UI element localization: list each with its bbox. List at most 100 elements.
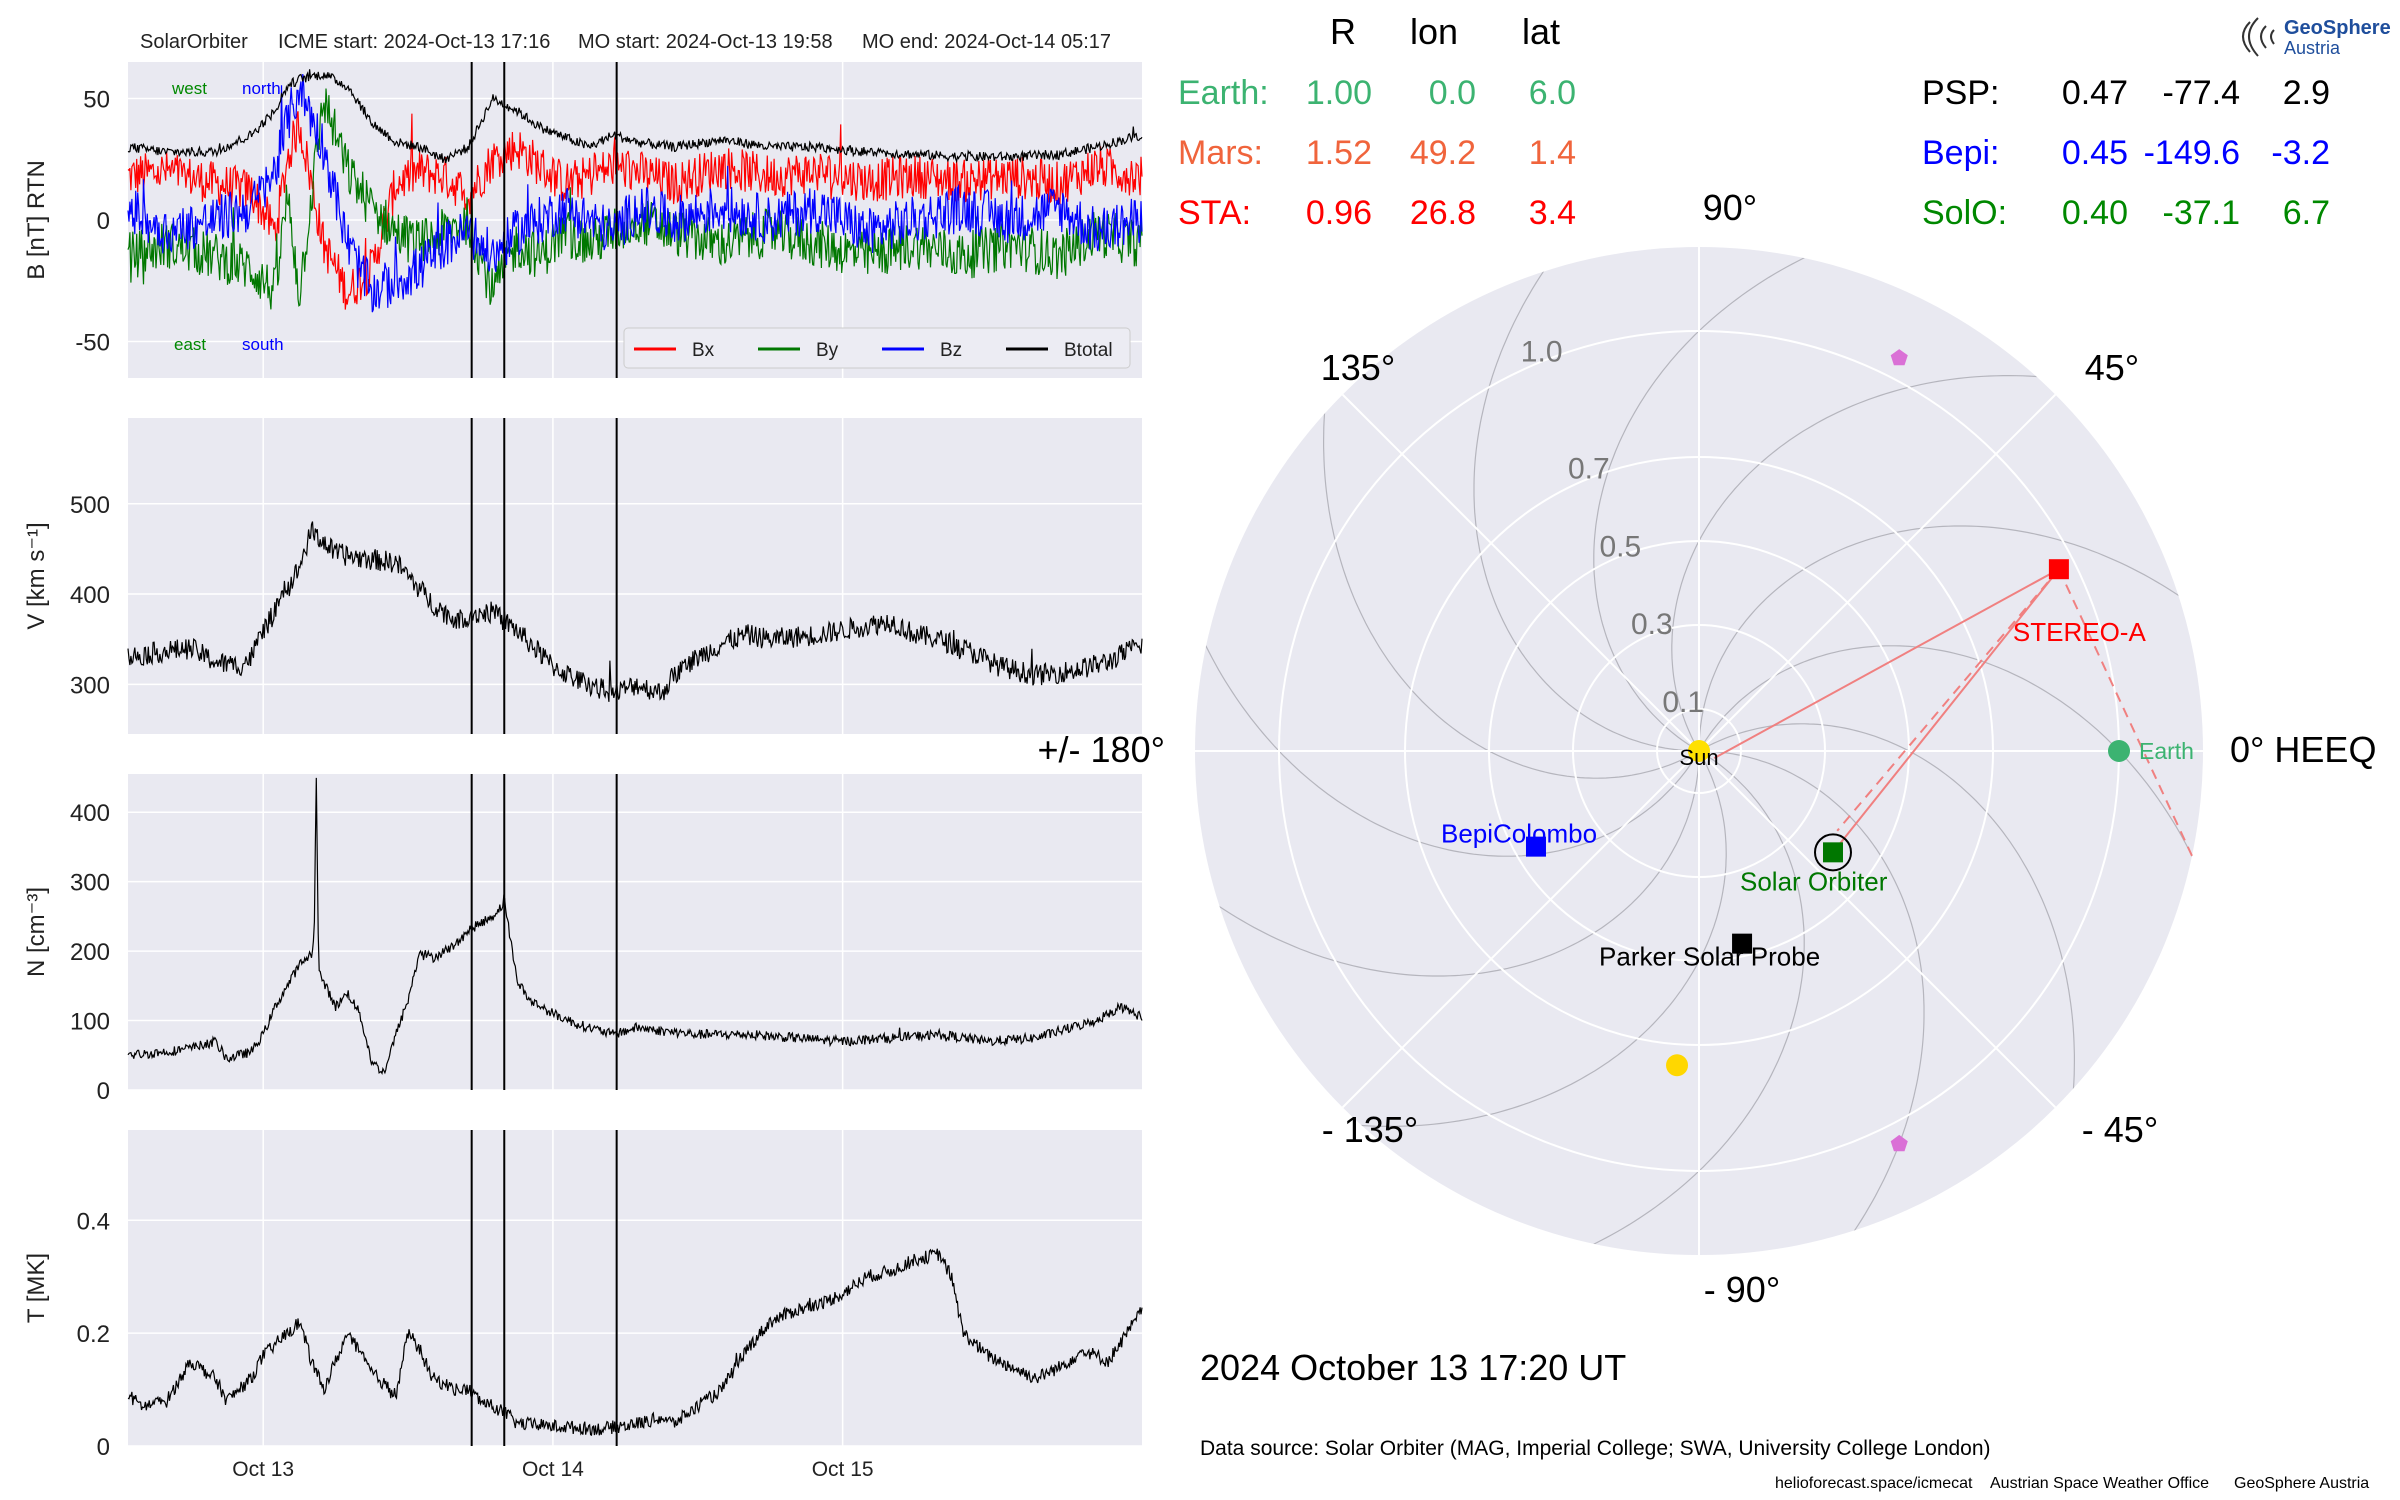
polar-grid-spoke (1341, 750, 1700, 1109)
table-lon: 26.8 (1410, 194, 1476, 232)
x-tick-label: Oct 15 (812, 1458, 874, 1481)
spacecraft-name: SolarOrbiter (140, 31, 248, 53)
stereo-a-view-dashed (1836, 568, 2060, 832)
annotation-north: north (242, 79, 281, 98)
series-line-Bx (127, 111, 1143, 310)
legend-label-bz: Bz (940, 340, 962, 361)
y-tick-label: 0 (97, 1078, 110, 1105)
label-stereo-a: STEREO-A (2013, 617, 2147, 647)
table-r: 0.45 (2062, 134, 2128, 172)
table-lat: 3.4 (1529, 194, 1576, 232)
parker-spiral-line (1569, 750, 1805, 1255)
parker-spiral-line (1323, 386, 1700, 779)
logo-text-line1: GeoSphere (2284, 17, 2391, 39)
parker-spiral-line (1195, 621, 1700, 857)
y-tick-label: 0.4 (77, 1208, 110, 1235)
radial-tick-label: 0.1 (1662, 686, 1704, 719)
parker-spiral-line (1698, 525, 2201, 751)
table-lat: 6.7 (2283, 194, 2330, 232)
y-axis-label: N [cm⁻³] (23, 887, 50, 977)
field-direction-annotations: west north east south (171, 79, 284, 354)
logo-mark-icon (2242, 17, 2275, 57)
header: SolarOrbiter ICME start: 2024-Oct-13 17:… (140, 31, 1111, 53)
table-name: Mars: (1178, 134, 1263, 172)
parker-spiral-line (1593, 247, 1829, 752)
series-line-density (127, 777, 1143, 1075)
table-lon: -37.1 (2163, 194, 2241, 232)
table-lon: -149.6 (2144, 134, 2240, 172)
parker-spiral-line (1197, 751, 1700, 977)
y-tick-label: 200 (70, 939, 110, 966)
annotation-west: west (171, 79, 207, 98)
table-name: Bepi: (1922, 134, 2000, 172)
x-tick-label: Oct 13 (232, 1458, 294, 1481)
data-source: Data source: Solar Orbiter (MAG, Imperia… (1200, 1437, 1991, 1460)
density-panel: 0 100 200 300 400 N [cm⁻³] (23, 774, 1143, 1105)
radial-tick-label: 0.5 (1599, 530, 1641, 563)
polar-grid-spoke (1698, 393, 2057, 752)
field-legend: Bx By Bz Btotal (623, 327, 1131, 369)
angle-label: 135° (1321, 347, 1395, 388)
legend-box (623, 327, 1131, 369)
table-lon: -77.4 (2163, 74, 2241, 112)
y-tick-label: 300 (70, 870, 110, 897)
angle-label: 90° (1703, 187, 1757, 228)
parker-spiral-line (1699, 750, 1925, 1253)
y-tick-label: -50 (75, 330, 110, 357)
table-lat: 6.0 (1529, 74, 1576, 112)
radial-tick-label: 1.0 (1521, 336, 1563, 369)
stereo-a-view-dashed (2057, 568, 2193, 857)
y-tick-label: 0 (97, 208, 110, 235)
col-header-lat: lat (1522, 11, 1560, 52)
stereo-a-view-line (1713, 568, 2060, 759)
table-name: STA: (1178, 194, 1251, 232)
icme-start-label: ICME start: 2024-Oct-13 17:16 (278, 31, 550, 53)
marker-bepicolombo (1525, 836, 1546, 857)
angle-label: - 90° (1704, 1269, 1780, 1310)
mo-start-label: MO start: 2024-Oct-13 19:58 (578, 31, 833, 53)
polar-position-plot: 0.1 0.3 0.5 0.7 1.0 0° HEEQ 45° 90° 135° +/- 180°… (1038, 187, 2377, 1310)
parker-spiral-line (1671, 375, 2064, 752)
position-table-right: PSP: 0.47 -77.4 2.9 Bepi: 0.45 -149.6 -3.2 SolO:… (1922, 74, 2330, 232)
series-line-speed (127, 521, 1143, 702)
series-line-temperature (127, 1248, 1143, 1436)
mo-end-label: MO end: 2024-Oct-14 05:17 (862, 31, 1111, 53)
polar-grid-spoke (1341, 393, 1700, 752)
label-bepicolombo: BepiColombo (1441, 819, 1597, 849)
magnetic-field-panel: -50 0 50 B [nT] RTN (23, 62, 1143, 378)
footer-office: Austrian Space Weather Office (1990, 1475, 2209, 1492)
radial-tick-label: 0.7 (1568, 452, 1610, 485)
logo-text-line2: Austria (2284, 38, 2341, 58)
y-tick-label: 0 (97, 1434, 110, 1461)
y-tick-label: 400 (70, 800, 110, 827)
marker-parker-solar-probe (1732, 933, 1753, 954)
angle-label: - 45° (2082, 1109, 2158, 1150)
annotation-east: east (174, 335, 206, 354)
table-lat: 2.9 (2283, 74, 2330, 112)
parker-spiral-line (1698, 723, 2075, 1116)
col-header-r: R (1330, 11, 1356, 52)
plot-timestamp: 2024 October 13 17:20 UT (1200, 1347, 1626, 1388)
table-lat: -3.2 (2271, 134, 2330, 172)
y-tick-label: 500 (70, 492, 110, 519)
parker-spiral-line (1473, 249, 1699, 752)
y-tick-label: 0.2 (77, 1321, 110, 1348)
angle-label: +/- 180° (1038, 729, 1165, 770)
footer-url: helioforecast.space/icmecat (1775, 1475, 1973, 1492)
legend-label-btotal: Btotal (1064, 340, 1113, 361)
marker-earth (2108, 740, 2130, 762)
marker-stereo-a (2048, 559, 2069, 580)
y-tick-label: 100 (70, 1009, 110, 1036)
plot-area (128, 774, 1142, 1090)
label-solar-orbiter: Solar Orbiter (1740, 866, 1888, 896)
y-tick-label: 50 (83, 86, 110, 113)
y-axis-label: T [MK] (23, 1253, 50, 1323)
solar-orbiter-ring (1813, 833, 1852, 872)
label-sun: Sun (1679, 745, 1718, 770)
table-r: 1.00 (1306, 74, 1372, 112)
label-parker-solar-probe: Parker Solar Probe (1599, 942, 1820, 972)
table-r: 0.40 (2062, 194, 2128, 232)
table-name: SolO: (1922, 194, 2007, 232)
table-r: 0.47 (2062, 74, 2128, 112)
